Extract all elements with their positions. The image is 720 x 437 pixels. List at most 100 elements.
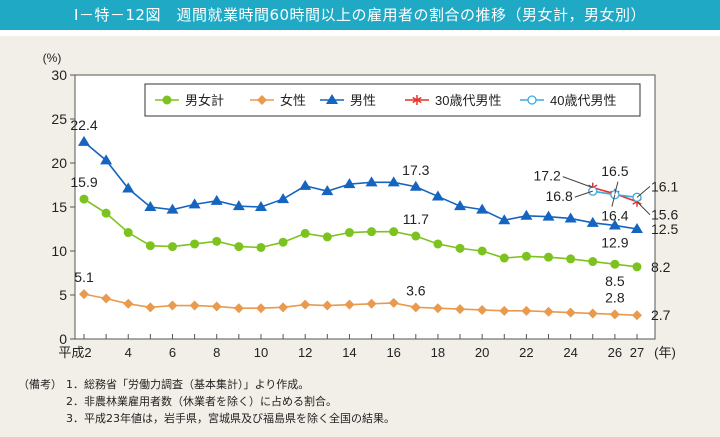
data-point-circle bbox=[256, 242, 266, 252]
data-label: 5.1 bbox=[74, 269, 94, 285]
data-point-circle bbox=[234, 242, 244, 252]
data-point-circle bbox=[499, 253, 509, 263]
data-label: 16.8 bbox=[546, 188, 573, 204]
x-tick-label: 27 bbox=[630, 345, 644, 360]
data-label: 16.5 bbox=[601, 163, 628, 179]
data-point-triangle bbox=[498, 214, 511, 225]
data-point-circle bbox=[389, 227, 399, 237]
data-point-diamond bbox=[388, 297, 399, 308]
y-tick-label: 10 bbox=[51, 243, 67, 259]
data-point-diamond bbox=[300, 299, 311, 310]
data-point-circle bbox=[162, 95, 172, 105]
y-tick-label: 20 bbox=[51, 155, 67, 171]
data-point-triangle bbox=[100, 154, 113, 165]
data-point-triangle bbox=[476, 203, 489, 214]
note-3: 3．平成23年値は，岩手県，宮城県及び福島県を除く全国の結果。 bbox=[66, 412, 395, 425]
data-point-circle bbox=[433, 239, 443, 249]
data-point-diamond bbox=[499, 305, 510, 316]
data-point-triangle bbox=[520, 209, 533, 220]
data-point-circle bbox=[632, 262, 642, 272]
figure-title: Ⅰ－特－12図 週間就業時間60時間以上の雇用者の割合の推移（男女計，男女別） bbox=[0, 0, 720, 30]
data-point-diamond bbox=[477, 304, 488, 315]
data-point-diamond bbox=[432, 303, 443, 314]
leader-line bbox=[636, 201, 651, 216]
asterisk-stroke bbox=[412, 96, 422, 104]
x-tick-label: 14 bbox=[342, 345, 356, 360]
data-point-asterisk bbox=[412, 95, 422, 105]
data-label: 12.9 bbox=[601, 234, 628, 250]
x-tick-label: 12 bbox=[298, 345, 312, 360]
x-tick-label: 24 bbox=[563, 345, 577, 360]
data-point-circle bbox=[544, 252, 554, 262]
x-axis-unit: (年) bbox=[654, 345, 676, 360]
data-point-diamond bbox=[79, 289, 89, 300]
data-point-triangle bbox=[387, 176, 400, 187]
data-point-triangle bbox=[409, 180, 422, 191]
data-point-triangle bbox=[254, 201, 267, 211]
data-point-diamond bbox=[123, 298, 134, 309]
data-point-triangle bbox=[365, 176, 378, 187]
data-point-diamond bbox=[587, 308, 598, 319]
data-point-triangle bbox=[299, 179, 312, 190]
data-point-diamond bbox=[455, 304, 466, 315]
data-label: 17.3 bbox=[402, 162, 429, 178]
data-point-triangle bbox=[122, 182, 135, 193]
x-tick-label: 26 bbox=[608, 345, 622, 360]
data-point-circle bbox=[101, 208, 111, 218]
y-tick-label: 0 bbox=[59, 331, 67, 347]
leader-line bbox=[562, 176, 593, 189]
data-point-triangle bbox=[608, 219, 621, 230]
data-point-circle bbox=[477, 246, 487, 256]
data-point-diamond bbox=[632, 310, 642, 321]
data-label: 15.6 bbox=[651, 207, 678, 223]
data-point-triangle bbox=[78, 135, 90, 146]
data-label: 17.2 bbox=[534, 168, 561, 184]
leader-line bbox=[611, 194, 616, 207]
data-point-triangle bbox=[326, 94, 338, 104]
legend-label: 40歳代男性 bbox=[550, 93, 616, 108]
data-point-triangle bbox=[431, 190, 444, 201]
data-point-triangle bbox=[166, 203, 179, 214]
data-point-circle bbox=[610, 259, 620, 269]
data-label: 22.4 bbox=[70, 117, 97, 133]
data-point-diamond bbox=[543, 306, 554, 317]
data-point-circle bbox=[588, 257, 598, 267]
data-point-circle bbox=[455, 243, 465, 253]
x-tick-label: 4 bbox=[125, 345, 132, 360]
data-point-open-circle bbox=[527, 95, 537, 105]
data-point-triangle bbox=[542, 210, 555, 221]
data-label: 16.1 bbox=[651, 178, 678, 194]
data-point-diamond bbox=[255, 303, 266, 314]
x-tick-label: 20 bbox=[475, 345, 489, 360]
data-point-triangle bbox=[586, 216, 599, 227]
data-point-triangle bbox=[631, 223, 643, 233]
legend-label: 男性 bbox=[350, 93, 376, 108]
x-tick-label: 6 bbox=[169, 345, 176, 360]
data-point-diamond bbox=[101, 293, 112, 304]
x-tick-label: 8 bbox=[213, 345, 220, 360]
data-point-triangle bbox=[343, 178, 356, 189]
data-point-circle bbox=[123, 228, 133, 238]
y-tick-label: 30 bbox=[51, 67, 67, 83]
note-2: 2．非農林業雇用者数（休業者を除く）に占める割合。 bbox=[66, 395, 337, 408]
data-point-triangle bbox=[454, 200, 467, 211]
data-point-triangle bbox=[210, 194, 223, 205]
x-tick-label: 18 bbox=[431, 345, 445, 360]
data-point-diamond bbox=[366, 298, 377, 309]
data-point-circle bbox=[411, 231, 421, 241]
data-label: 8.5 bbox=[605, 273, 625, 289]
x-tick-label: 16 bbox=[386, 345, 400, 360]
data-point-diamond bbox=[565, 307, 576, 318]
legend-label: 女性 bbox=[280, 93, 306, 108]
data-label: 15.9 bbox=[70, 174, 97, 190]
notes: （備考） 1．総務省「労働力調査（基本集計）」より作成。 2．非農林業雇用者数（休… bbox=[18, 376, 395, 427]
data-point-diamond bbox=[278, 302, 289, 313]
note-1: 1．総務省「労働力調査（基本集計）」より作成。 bbox=[66, 378, 310, 391]
legend-label: 30歳代男性 bbox=[435, 93, 501, 108]
data-point-circle bbox=[300, 228, 310, 238]
data-point-circle bbox=[145, 241, 155, 251]
data-point-circle bbox=[367, 227, 377, 237]
data-point-diamond bbox=[521, 305, 532, 316]
data-point-circle bbox=[79, 194, 89, 204]
data-point-circle bbox=[167, 242, 177, 252]
